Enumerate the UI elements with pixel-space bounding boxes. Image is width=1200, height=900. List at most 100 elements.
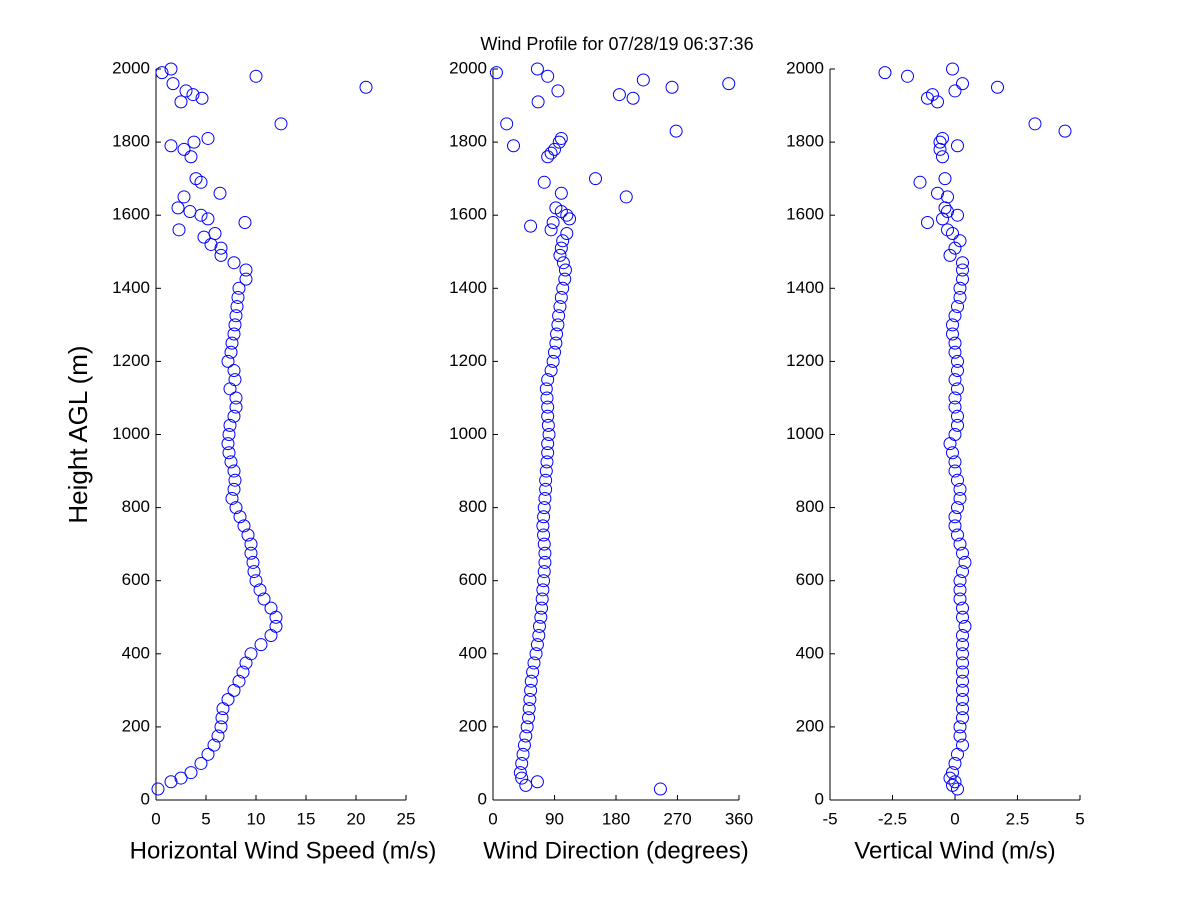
point [197,230,211,244]
point [232,674,246,688]
point [249,69,263,83]
point [201,212,215,226]
point [938,172,952,186]
x-tick-label: 180 [602,809,630,828]
point [933,142,947,156]
point [951,300,964,314]
point [953,491,967,505]
point [946,778,959,792]
point [948,241,962,255]
point [951,501,964,515]
y-tick-label: 1000 [786,424,824,443]
point [553,248,567,262]
point [214,248,228,262]
point [208,226,222,240]
point [166,77,180,91]
point [244,546,258,560]
point [532,619,546,633]
point [541,69,555,83]
y-tick-label: 800 [122,497,150,516]
point [951,409,964,423]
point [187,135,201,149]
point [951,418,964,432]
point [539,464,553,478]
point [264,601,278,615]
point [953,729,967,743]
point [558,263,572,277]
point [956,256,969,270]
y-tick-label: 1800 [449,132,487,151]
point [956,702,969,716]
y-tick-label: 0 [815,789,824,808]
point [520,720,534,734]
point [931,186,944,200]
point [214,241,228,255]
x-tick-label: -5 [822,809,837,828]
point [538,491,552,505]
x-tick-label: 20 [347,809,366,828]
point [221,437,235,451]
point [948,345,962,359]
point [489,66,503,80]
point [211,729,225,743]
point [230,300,244,314]
point [541,446,555,460]
point [254,638,268,652]
point [956,692,969,706]
point [589,172,602,186]
point [948,455,962,469]
x-tick-label: 0 [488,809,497,828]
point [948,519,962,533]
point [951,364,964,378]
point [236,665,250,679]
point [540,391,554,405]
point [195,91,209,105]
point [164,62,178,76]
x-axis-label: Wind Direction (degrees) [483,837,748,864]
point [237,519,251,533]
point [231,290,245,304]
point [956,683,969,697]
y-tick-label: 1600 [786,205,824,224]
point [941,223,954,237]
point [946,62,959,76]
point [244,647,258,661]
point [541,437,555,451]
point [551,84,565,98]
point [956,263,969,277]
point [953,234,967,248]
point [530,775,544,789]
point [931,95,944,109]
point [515,771,529,785]
point [253,583,267,597]
point [519,729,533,743]
point [550,327,564,341]
point [227,364,241,378]
point [155,66,169,80]
point [269,619,283,633]
point [554,241,568,255]
point [669,124,683,138]
point [956,738,969,752]
y-tick-label: 1600 [112,205,150,224]
point [926,88,939,102]
point [164,775,178,789]
point [946,766,959,780]
point [537,528,551,542]
point [953,537,967,551]
point [239,263,253,277]
y-tick-label: 600 [459,570,487,589]
point [201,747,215,761]
point [249,574,263,588]
point [536,583,550,597]
point [956,711,969,725]
point [535,601,549,615]
point [244,537,258,551]
point [936,131,949,145]
point [513,766,527,780]
point [953,720,967,734]
point [221,354,235,368]
point [948,756,962,770]
point [956,565,969,579]
